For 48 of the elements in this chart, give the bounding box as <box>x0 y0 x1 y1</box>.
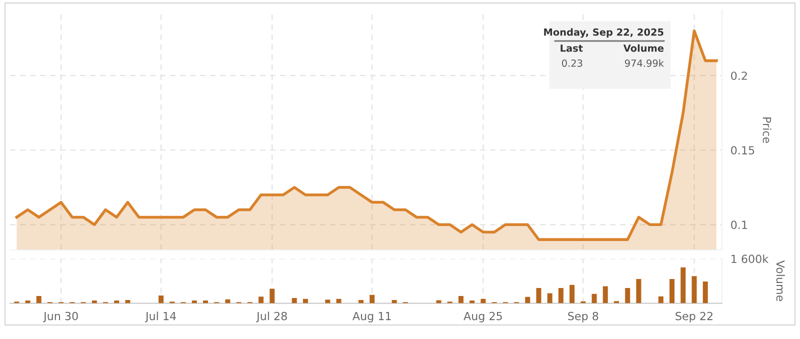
x-tick-label: Aug 25 <box>464 312 502 322</box>
annotation: Volume <box>623 44 664 52</box>
x-tick-label: Sep 22 <box>676 312 712 322</box>
bar <box>125 300 130 304</box>
bar <box>636 279 642 304</box>
bar <box>702 282 708 304</box>
bar <box>270 288 275 304</box>
bar <box>625 288 630 304</box>
bar <box>158 295 164 304</box>
bar <box>670 279 675 304</box>
y-tick-label: 1 600k <box>732 254 769 264</box>
bar <box>436 300 442 304</box>
y-tick-label: 0.1 <box>731 220 747 230</box>
bar <box>558 288 564 304</box>
x-tick-label: Jul 14 <box>144 312 176 322</box>
bar <box>370 294 375 304</box>
bar <box>292 298 297 304</box>
annotation: Monday, Sep 22, 2025 <box>544 28 664 38</box>
bar <box>536 288 542 304</box>
bar <box>392 300 397 304</box>
bar <box>570 284 575 304</box>
y-tick-label: 0.2 <box>731 72 747 80</box>
bar <box>525 296 530 304</box>
bar <box>258 296 264 304</box>
y-tick-label: 0.15 <box>731 146 754 155</box>
bar <box>36 296 42 304</box>
y-axis-title: Price <box>762 118 772 143</box>
bar <box>325 300 330 304</box>
bar <box>547 293 552 304</box>
y-axis-title: Volume <box>776 260 785 302</box>
bar <box>358 300 364 304</box>
bar <box>225 299 230 304</box>
bar <box>658 296 664 304</box>
x-tick-label: Sep 8 <box>568 312 598 322</box>
bar <box>680 267 686 304</box>
bar <box>458 296 464 304</box>
bar <box>592 294 597 304</box>
x-tick-label: Aug 11 <box>352 312 391 322</box>
bar <box>336 298 342 304</box>
bar <box>692 276 697 304</box>
x-tick-label: Jul 28 <box>256 312 287 322</box>
bar <box>480 298 486 304</box>
annotation: 974.99k <box>624 59 664 67</box>
annotation: 0.23 <box>562 59 582 67</box>
annotation: Last <box>560 44 583 52</box>
bar <box>302 298 308 304</box>
bar <box>602 286 608 304</box>
x-tick-label: Jun 30 <box>43 312 78 322</box>
